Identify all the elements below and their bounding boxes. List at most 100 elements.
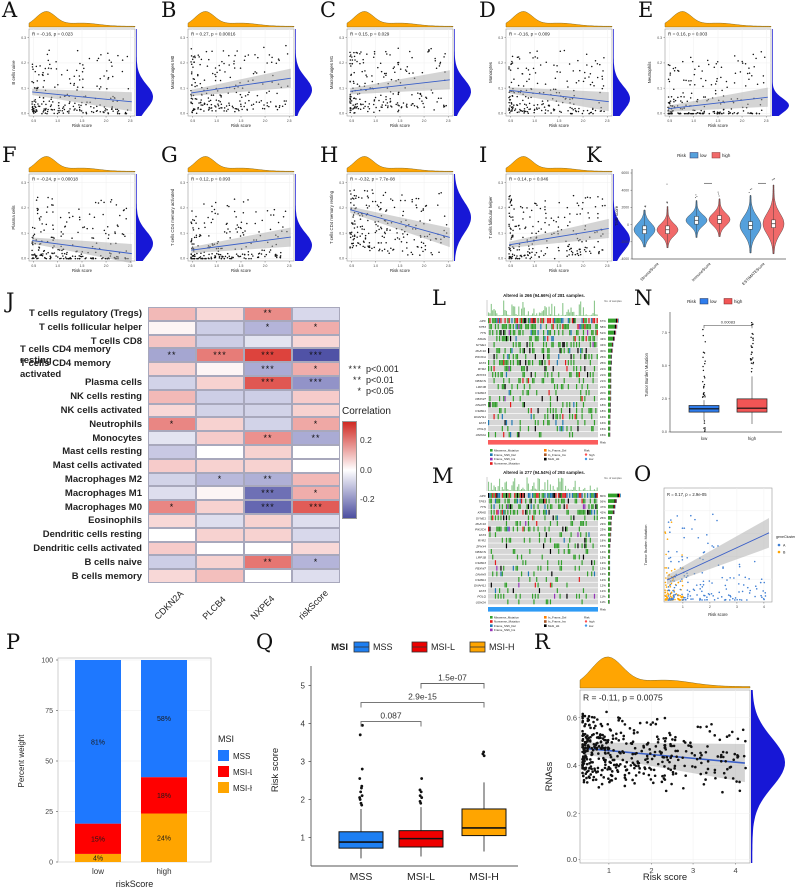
svg-text:4: 4 <box>301 719 306 728</box>
svg-text:2.0: 2.0 <box>581 264 586 268</box>
heatmap-cell: *** <box>244 348 292 363</box>
svg-text:MSI-L: MSI-L <box>407 871 435 883</box>
svg-text:No. of samples: No. of samples <box>604 476 622 480</box>
svg-text:APC: APC <box>479 319 487 323</box>
svg-text:0.1: 0.1 <box>21 86 26 90</box>
svg-text:1.5: 1.5 <box>557 264 562 268</box>
svg-text:0.1: 0.1 <box>498 86 503 90</box>
heatmap-column-label: CDKN2A <box>152 588 186 622</box>
svg-text:1.5: 1.5 <box>398 119 403 123</box>
svg-text:2.5: 2.5 <box>446 264 451 268</box>
svg-text:high: high <box>589 453 595 457</box>
svg-text:1.5e-07: 1.5e-07 <box>438 673 467 683</box>
heatmap-cell <box>292 541 340 556</box>
svg-text:In_Frame_Del: In_Frame_Del <box>548 448 567 452</box>
svg-text:15%: 15% <box>600 427 606 431</box>
svg-text:13%: 13% <box>600 572 606 576</box>
svg-text:0.5: 0.5 <box>190 119 195 123</box>
svg-text:Risk score: Risk score <box>708 123 729 128</box>
svg-text:0.087: 0.087 <box>380 711 402 721</box>
panel-letter: B <box>161 0 177 22</box>
svg-text:POLQ: POLQ <box>477 595 486 599</box>
scatter-chart: R = 0.16, p = 0.003 0.5 1.0 1.5 2.0 2.5 0.0 0.1… <box>647 11 789 128</box>
svg-text:POLQ: POLQ <box>477 427 486 431</box>
panel-letter: C <box>320 0 337 22</box>
svg-text:2.5: 2.5 <box>128 119 133 123</box>
svg-text:PIK3CA: PIK3CA <box>475 528 486 532</box>
svg-text:13%: 13% <box>600 555 606 559</box>
panel-letter: K <box>586 143 602 167</box>
svg-text:47%: 47% <box>600 505 606 509</box>
heatmap-cell <box>292 307 340 321</box>
svg-text:2.0: 2.0 <box>581 119 586 123</box>
panel-letter: Q <box>256 630 274 654</box>
svg-text:2: 2 <box>649 866 653 875</box>
svg-text:80%: 80% <box>600 494 606 498</box>
heatmap-cell <box>196 444 244 459</box>
svg-text:13%: 13% <box>600 561 606 565</box>
svg-text:Risk score: Risk score <box>72 123 93 128</box>
svg-text:geneCluster: geneCluster <box>776 535 795 539</box>
svg-text:Altered in 277 (94.54%) of 293: Altered in 277 (94.54%) of 293 samples. <box>503 470 585 475</box>
svg-text:1.0: 1.0 <box>55 264 60 268</box>
svg-text:CSMD3: CSMD3 <box>475 391 486 395</box>
svg-text:0.5: 0.5 <box>508 264 513 268</box>
svg-text:A: A <box>783 544 786 548</box>
panel-letter: N <box>634 286 653 310</box>
svg-text:TP53: TP53 <box>479 500 487 504</box>
heatmap-row-label: T cells CD4 memory resting <box>20 344 111 367</box>
svg-text:0.0: 0.0 <box>657 112 662 116</box>
svg-text:1.0: 1.0 <box>532 119 537 123</box>
heatmap-row-label: NK cells activated <box>60 404 142 416</box>
heatmap-cell: * <box>292 320 340 335</box>
heatmap-cell <box>148 362 196 376</box>
heatmap-cell <box>148 458 196 473</box>
svg-text:2.5: 2.5 <box>662 397 667 401</box>
svg-text:T cells CD4 memory activated: T cells CD4 memory activated <box>170 188 175 246</box>
heatmap-cell <box>148 527 196 542</box>
svg-text:21%: 21% <box>600 379 606 383</box>
svg-text:2.9e-15: 2.9e-15 <box>408 692 437 702</box>
heatmap-cell <box>148 555 196 570</box>
svg-text:81%: 81% <box>91 739 105 746</box>
heatmap-row-label: T cells regulatory (Tregs) <box>29 308 142 320</box>
svg-text:1.0: 1.0 <box>373 264 378 268</box>
svg-text:0.3: 0.3 <box>339 36 344 40</box>
svg-text:58%: 58% <box>600 325 606 329</box>
panel-letter: P <box>6 630 21 654</box>
heatmap-cell <box>196 527 244 542</box>
svg-text:B: B <box>783 551 786 555</box>
svg-text:ZFHX4: ZFHX4 <box>475 544 486 548</box>
svg-text:56%: 56% <box>600 499 606 503</box>
panel-f-scatter: F R = -0.24, p = 0.00018 0.5 1.0 1.5 2.0 2.5 0.… <box>2 143 159 290</box>
heatmap-column-label: PLCB4 <box>200 594 228 622</box>
heatmap-row-label: Monocytes <box>92 432 142 444</box>
heatmap-cell <box>148 513 196 528</box>
svg-text:6000: 6000 <box>621 171 629 175</box>
heatmap-cell: * <box>292 486 340 501</box>
svg-text:TME score: TME score <box>614 205 619 226</box>
panel-q-boxplot: Q MSI MSS MSI-L MSI-H 1 2 3 4 5 Risk score MSS MSI-L… <box>256 630 532 893</box>
svg-text:R = 0.14, p = 0.046: R = 0.14, p = 0.046 <box>509 177 549 182</box>
svg-text:MSI-H: MSI-H <box>469 871 499 883</box>
panel-a-scatter: A R = -0.16, p = 0.023 0.5 1.0 1.5 2.0 2.5 0.0 0… <box>2 0 159 145</box>
heatmap-cell <box>148 403 196 418</box>
svg-text:R = 0.27, p = 0.00016: R = 0.27, p = 0.00016 <box>191 32 236 37</box>
panel-p-stackedbar: P 0 25 50 75 100 Percent weight 4% 15% 81% low 24% 1… <box>6 630 256 893</box>
heatmap-cell <box>148 444 196 459</box>
svg-text:Risk score: Risk score <box>231 123 252 128</box>
svg-text:R = 0.16, p = 0.003: R = 0.16, p = 0.003 <box>668 32 708 37</box>
panel-letter: H <box>320 143 339 167</box>
svg-text:1.5: 1.5 <box>239 119 244 123</box>
heatmap-row-label: T cells CD8 <box>90 335 142 347</box>
svg-text:ESTIMATEScore: ESTIMATEScore <box>741 261 766 286</box>
heatmap-cell <box>196 513 244 528</box>
heatmap-cell <box>292 569 340 583</box>
svg-text:Risk: Risk <box>584 615 590 619</box>
heatmap-cell: *** <box>292 375 340 390</box>
svg-text:Macrophages M0: Macrophages M0 <box>170 55 175 89</box>
heatmap-cell: * <box>148 500 196 514</box>
panel-h-scatter: H R = -0.32, p = 7.7e-08 0.5 1.0 1.5 2.0 2.5 0.… <box>320 143 477 290</box>
panel-letter: F <box>2 143 17 167</box>
svg-text:Risk score: Risk score <box>549 123 570 128</box>
